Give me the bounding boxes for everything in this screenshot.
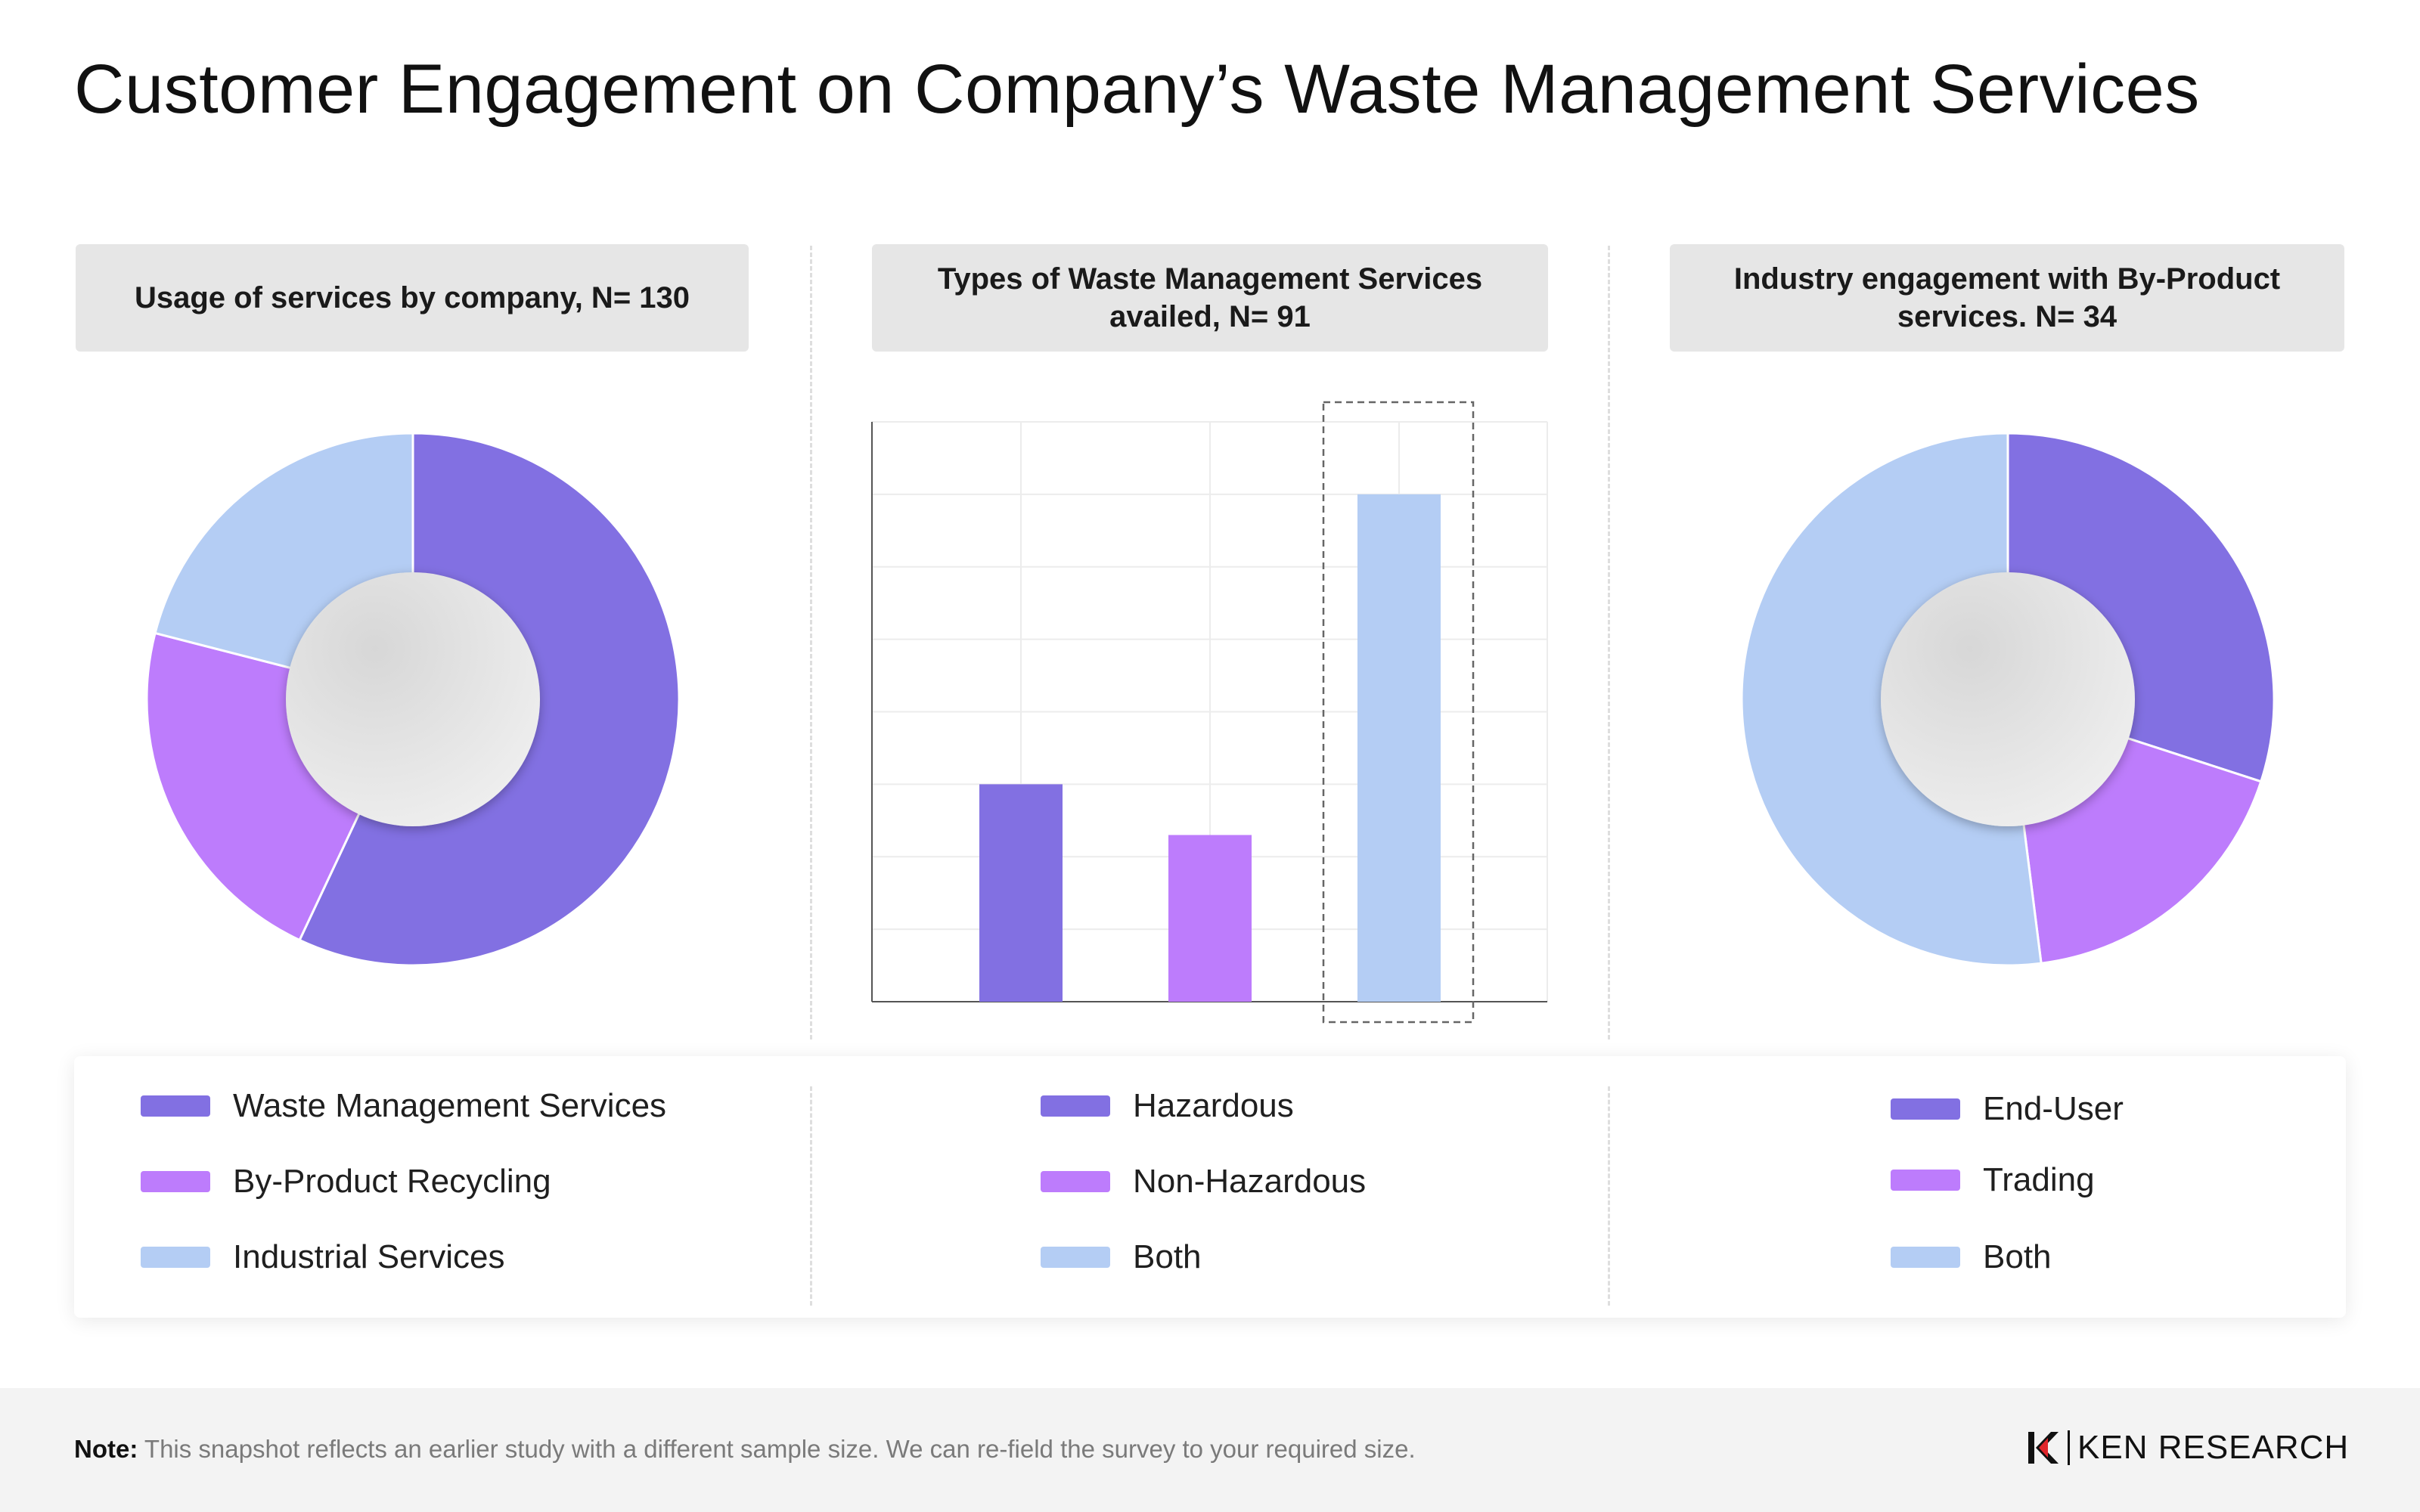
legend-swatch — [1041, 1247, 1110, 1268]
footer-note: Note: This snapshot reflects an earlier … — [74, 1435, 1416, 1464]
legend-item-both-industry: Both — [1891, 1238, 2052, 1276]
bar-chart-types — [871, 401, 1548, 1024]
bar-both — [1357, 494, 1441, 1002]
panel-heading-usage: Usage of services by company, N= 130 — [76, 244, 749, 352]
legend-label: Non-Hazardous — [1133, 1163, 1367, 1200]
page-title: Customer Engagement on Company’s Waste M… — [74, 51, 2200, 128]
brand-name: KEN RESEARCH — [2077, 1429, 2350, 1466]
bar-non-hazardous — [1168, 835, 1252, 1002]
legend-label: Both — [1983, 1238, 2052, 1275]
legend-item-both-types: Both — [1041, 1238, 1202, 1276]
legend-label: By-Product Recycling — [233, 1163, 551, 1200]
legend-swatch — [141, 1095, 210, 1117]
note-text: This snapshot reflects an earlier study … — [144, 1435, 1416, 1463]
legend-label: Industrial Services — [233, 1238, 505, 1275]
legend-divider-1 — [810, 1086, 812, 1306]
legend-label: Hazardous — [1133, 1087, 1294, 1124]
donut-hole — [1881, 572, 2135, 826]
donut-hole — [286, 572, 540, 826]
legend-item-by-product-recycling: By-Product Recycling — [141, 1163, 551, 1201]
legend-item-waste-management: Waste Management Services — [141, 1087, 666, 1125]
legend-card: Waste Management Services By-Product Rec… — [74, 1056, 2346, 1318]
pie-chart-usage — [145, 432, 681, 967]
legend-item-non-hazardous: Non-Hazardous — [1041, 1163, 1366, 1201]
panel-heading-industry: Industry engagement with By-Product serv… — [1670, 244, 2344, 352]
legend-label: Trading — [1983, 1161, 2095, 1198]
legend-swatch — [141, 1171, 210, 1192]
brand-logo: KEN RESEARCH — [2025, 1429, 2349, 1467]
legend-swatch — [1891, 1247, 1960, 1268]
brand-separator — [2068, 1430, 2070, 1465]
ken-research-logo-icon — [2028, 1432, 2059, 1464]
legend-item-industrial-services: Industrial Services — [141, 1238, 504, 1276]
legend-swatch — [1891, 1170, 1960, 1191]
legend-item-end-user: End-User — [1891, 1090, 2124, 1128]
legend-label: End-User — [1983, 1090, 2124, 1127]
column-divider-2 — [1608, 246, 1610, 1040]
legend-swatch — [1891, 1098, 1960, 1120]
legend-swatch — [1041, 1095, 1110, 1117]
legend-label: Waste Management Services — [233, 1087, 667, 1124]
legend-item-trading: Trading — [1891, 1161, 2095, 1199]
panel-heading-types: Types of Waste Management Services avail… — [872, 244, 1548, 352]
legend-swatch — [141, 1247, 210, 1268]
pie-chart-industry — [1740, 432, 2276, 967]
legend-label: Both — [1133, 1238, 1202, 1275]
highlight-box — [1322, 401, 1475, 1024]
bar-hazardous — [979, 784, 1063, 1002]
legend-item-hazardous: Hazardous — [1041, 1087, 1294, 1125]
footer-band — [0, 1388, 2420, 1512]
legend-divider-2 — [1608, 1086, 1610, 1306]
column-divider-1 — [810, 246, 812, 1040]
charts-canvas — [145, 401, 2276, 1024]
note-label: Note: — [74, 1435, 138, 1463]
legend-swatch — [1041, 1171, 1110, 1192]
